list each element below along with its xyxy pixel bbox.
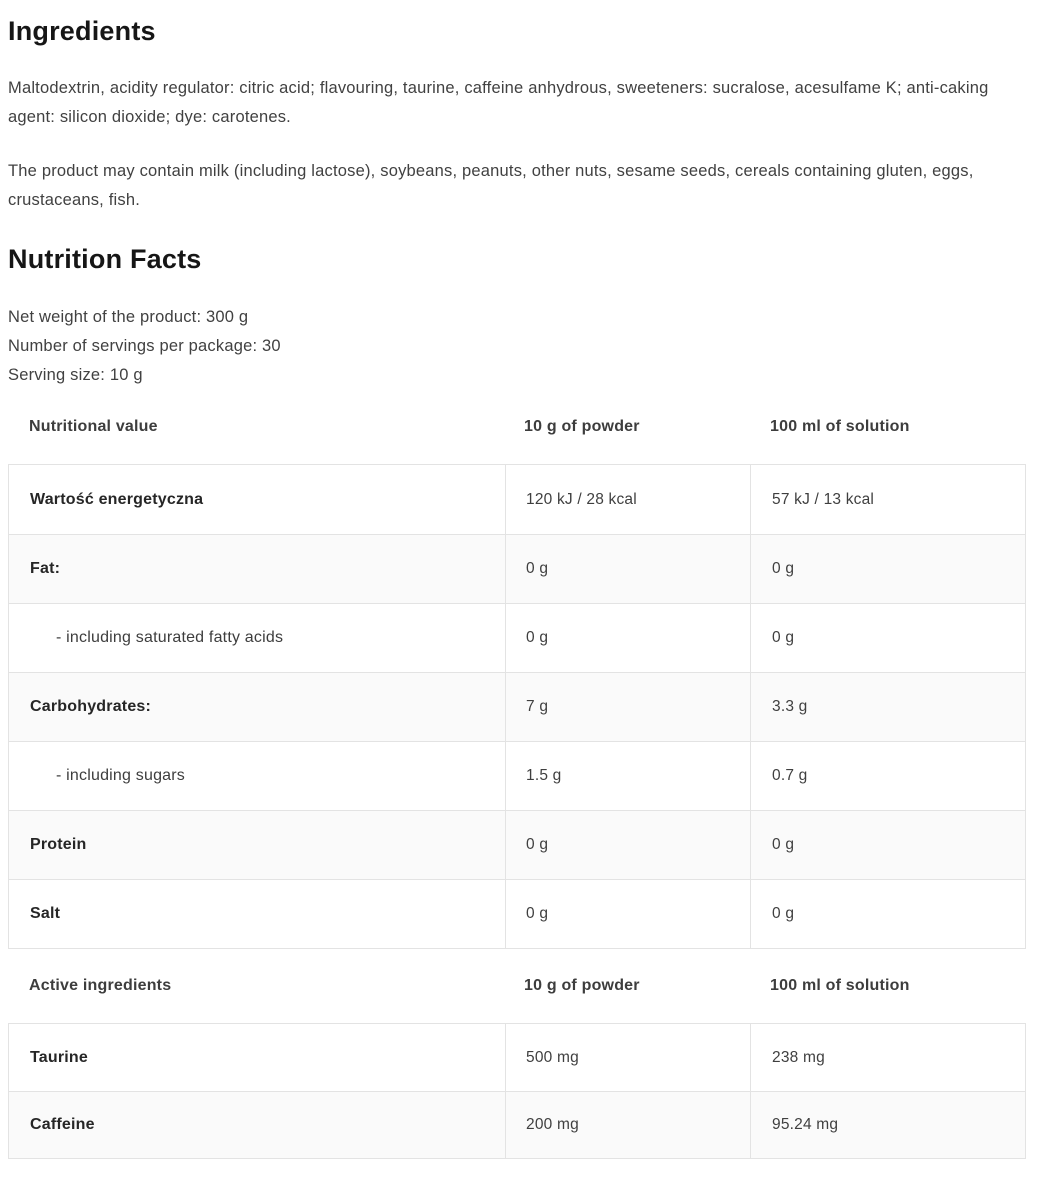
powder-value: 120 kJ / 28 kcal (505, 465, 750, 534)
powder-value: 0 g (505, 604, 750, 672)
nutrition-facts-title: Nutrition Facts (8, 244, 202, 274)
table-row-salt: Salt 0 g 0 g (9, 879, 1025, 948)
powder-value: 0 g (505, 880, 750, 948)
serving-info-block: Net weight of the product: 300 g Number … (8, 303, 1032, 390)
solution-value: 3.3 g (750, 673, 1025, 741)
table-row-fat: Fat: 0 g 0 g (9, 534, 1025, 603)
ingredient-label: Taurine (30, 1048, 89, 1066)
ingredients-title: Ingredients (8, 16, 156, 46)
table-row-sugars: - including sugars 1.5 g 0.7 g (9, 741, 1025, 810)
solution-value: 0 g (750, 880, 1025, 948)
ingredient-label: Caffeine (30, 1116, 95, 1133)
powder-value: 0 g (505, 535, 750, 603)
nutritional-value-table: Wartość energetyczna 120 kJ / 28 kcal 57… (8, 464, 1026, 949)
column-header-solution: 100 ml of solution (770, 418, 910, 435)
column-header-nutritional-value: Nutritional value (29, 418, 158, 435)
table-row-carbohydrates: Carbohydrates: 7 g 3.3 g (9, 672, 1025, 741)
table-row-caffeine: Caffeine 200 mg 95.24 mg (9, 1091, 1025, 1158)
nutritional-value-table-header: Nutritional value 10 g of powder 100 ml … (8, 406, 1032, 448)
solution-value: 0.7 g (750, 742, 1025, 810)
nutrient-label: Fat: (30, 560, 61, 577)
solution-value: 0 g (750, 811, 1025, 879)
net-weight-text: Net weight of the product: 300 g (8, 308, 249, 326)
solution-value: 0 g (750, 604, 1025, 672)
solution-value: 0 g (750, 535, 1025, 603)
column-header-powder: 10 g of powder (524, 977, 640, 994)
table-row-saturated-fat: - including saturated fatty acids 0 g 0 … (9, 603, 1025, 672)
powder-value: 1.5 g (505, 742, 750, 810)
active-ingredients-table-header: Active ingredients 10 g of powder 100 ml… (8, 965, 1032, 1007)
solution-value: 57 kJ / 13 kcal (750, 465, 1025, 534)
column-header-active-ingredients: Active ingredients (29, 977, 172, 994)
column-header-powder: 10 g of powder (524, 418, 640, 435)
ingredients-composition-paragraph: Maltodextrin, acidity regulator: citric … (8, 79, 989, 126)
powder-value: 500 mg (505, 1024, 750, 1091)
allergen-warning-paragraph: The product may contain milk (including … (8, 162, 974, 209)
solution-value: 95.24 mg (750, 1092, 1025, 1158)
serving-size-text: Serving size: 10 g (8, 366, 143, 384)
nutrient-label: Protein (30, 836, 87, 853)
column-header-solution: 100 ml of solution (770, 977, 910, 994)
table-row-protein: Protein 0 g 0 g (9, 810, 1025, 879)
table-row-energy: Wartość energetyczna 120 kJ / 28 kcal 57… (9, 465, 1025, 534)
powder-value: 7 g (505, 673, 750, 741)
nutrient-label: Salt (30, 905, 61, 922)
powder-value: 200 mg (505, 1092, 750, 1158)
servings-per-package-text: Number of servings per package: 30 (8, 337, 281, 355)
nutrient-sublabel: - including sugars (56, 767, 185, 784)
table-row-taurine: Taurine 500 mg 238 mg (9, 1024, 1025, 1091)
nutrient-label: Carbohydrates: (30, 698, 152, 715)
nutrient-sublabel: - including saturated fatty acids (56, 629, 284, 646)
powder-value: 0 g (505, 811, 750, 879)
nutrient-label: Wartość energetyczna (30, 490, 204, 508)
solution-value: 238 mg (750, 1024, 1025, 1091)
active-ingredients-table: Taurine 500 mg 238 mg Caffeine 200 mg 95… (8, 1023, 1026, 1159)
